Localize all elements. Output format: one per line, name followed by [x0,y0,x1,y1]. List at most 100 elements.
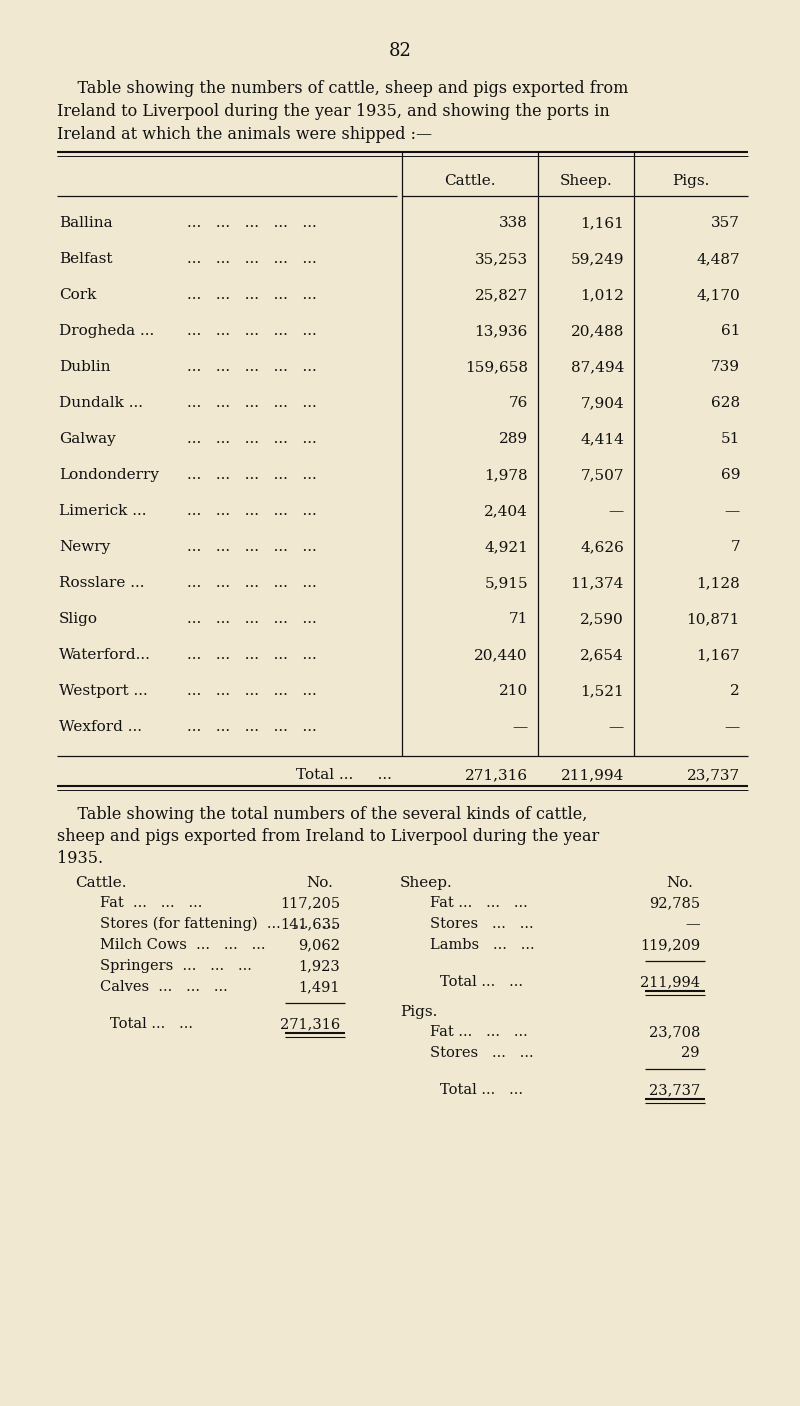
Text: 1,167: 1,167 [696,648,740,662]
Text: Pigs.: Pigs. [672,174,710,188]
Text: 23,737: 23,737 [649,1083,700,1097]
Text: 2,590: 2,590 [580,612,624,626]
Text: —: — [609,503,624,517]
Text: Milch Cows  ...   ...   ...: Milch Cows ... ... ... [100,938,266,952]
Text: Ballina: Ballina [59,217,113,231]
Text: 159,658: 159,658 [465,360,528,374]
Text: 211,994: 211,994 [561,768,624,782]
Text: —: — [686,917,700,931]
Text: Calves  ...   ...   ...: Calves ... ... ... [100,980,228,994]
Text: 271,316: 271,316 [280,1017,340,1031]
Text: No.: No. [306,876,334,890]
Text: 1,128: 1,128 [696,576,740,591]
Text: Westport ...: Westport ... [59,683,148,697]
Text: Total ...   ...: Total ... ... [110,1017,193,1031]
Text: 20,440: 20,440 [474,648,528,662]
Text: 2: 2 [730,683,740,697]
Text: 211,994: 211,994 [640,974,700,988]
Text: Belfast: Belfast [59,252,113,266]
Text: 35,253: 35,253 [475,252,528,266]
Text: 20,488: 20,488 [570,323,624,337]
Text: Rosslare ...: Rosslare ... [59,576,145,591]
Text: 1,978: 1,978 [484,468,528,482]
Text: ...   ...   ...   ...   ...: ... ... ... ... ... [187,288,317,302]
Text: 5,915: 5,915 [484,576,528,591]
Text: 141,635: 141,635 [280,917,340,931]
Text: 25,827: 25,827 [474,288,528,302]
Text: 92,785: 92,785 [649,896,700,910]
Text: ...   ...   ...   ...   ...: ... ... ... ... ... [187,720,317,734]
Text: 1,521: 1,521 [580,683,624,697]
Text: 9,062: 9,062 [298,938,340,952]
Text: 2,654: 2,654 [580,648,624,662]
Text: 11,374: 11,374 [570,576,624,591]
Text: sheep and pigs exported from Ireland to Liverpool during the year: sheep and pigs exported from Ireland to … [57,828,599,845]
Text: ...   ...   ...   ...   ...: ... ... ... ... ... [187,503,317,517]
Text: Ireland at which the animals were shipped :—: Ireland at which the animals were shippe… [57,127,432,143]
Text: 87,494: 87,494 [570,360,624,374]
Text: 29: 29 [682,1046,700,1060]
Text: Cattle.: Cattle. [444,174,496,188]
Text: Stores   ...   ...: Stores ... ... [430,1046,534,1060]
Text: 289: 289 [499,432,528,446]
Text: 7: 7 [730,540,740,554]
Text: 61: 61 [721,323,740,337]
Text: 23,708: 23,708 [649,1025,700,1039]
Text: Springers  ...   ...   ...: Springers ... ... ... [100,959,252,973]
Text: 2,404: 2,404 [484,503,528,517]
Text: 51: 51 [721,432,740,446]
Text: ...   ...   ...   ...   ...: ... ... ... ... ... [187,396,317,411]
Text: Total ...   ...: Total ... ... [440,974,523,988]
Text: Fat ...   ...   ...: Fat ... ... ... [430,1025,528,1039]
Text: 69: 69 [721,468,740,482]
Text: ...   ...   ...   ...   ...: ... ... ... ... ... [187,432,317,446]
Text: Fat ...   ...   ...: Fat ... ... ... [430,896,528,910]
Text: 71: 71 [509,612,528,626]
Text: Cork: Cork [59,288,96,302]
Text: 82: 82 [389,42,411,60]
Text: Ireland to Liverpool during the year 1935, and showing the ports in: Ireland to Liverpool during the year 193… [57,103,610,120]
Text: 1,923: 1,923 [298,959,340,973]
Text: ...   ...   ...   ...   ...: ... ... ... ... ... [187,540,317,554]
Text: ...   ...   ...   ...   ...: ... ... ... ... ... [187,217,317,231]
Text: Table showing the total numbers of the several kinds of cattle,: Table showing the total numbers of the s… [57,806,587,823]
Text: 7,507: 7,507 [581,468,624,482]
Text: 4,170: 4,170 [696,288,740,302]
Text: 4,626: 4,626 [580,540,624,554]
Text: Newry: Newry [59,540,110,554]
Text: Wexford ...: Wexford ... [59,720,142,734]
Text: 338: 338 [499,217,528,231]
Text: 1,491: 1,491 [298,980,340,994]
Text: 59,249: 59,249 [570,252,624,266]
Text: Cattle.: Cattle. [75,876,126,890]
Text: Limerick ...: Limerick ... [59,503,146,517]
Text: ...   ...   ...   ...   ...: ... ... ... ... ... [187,612,317,626]
Text: 271,316: 271,316 [465,768,528,782]
Text: Stores   ...   ...: Stores ... ... [430,917,534,931]
Text: ...   ...   ...   ...   ...: ... ... ... ... ... [187,576,317,591]
Text: 4,921: 4,921 [484,540,528,554]
Text: 1935.: 1935. [57,851,103,868]
Text: ...   ...   ...   ...   ...: ... ... ... ... ... [187,648,317,662]
Text: Stores (for fattening)  ...   ...   ...: Stores (for fattening) ... ... ... [100,917,336,931]
Text: 23,737: 23,737 [687,768,740,782]
Text: 4,487: 4,487 [696,252,740,266]
Text: No.: No. [666,876,694,890]
Text: ...   ...   ...   ...   ...: ... ... ... ... ... [187,468,317,482]
Text: Sligo: Sligo [59,612,98,626]
Text: Lambs   ...   ...: Lambs ... ... [430,938,534,952]
Text: —: — [513,720,528,734]
Text: —: — [609,720,624,734]
Text: 76: 76 [509,396,528,411]
Text: Drogheda ...: Drogheda ... [59,323,154,337]
Text: 117,205: 117,205 [280,896,340,910]
Text: Sheep.: Sheep. [400,876,453,890]
Text: 119,209: 119,209 [640,938,700,952]
Text: Table showing the numbers of cattle, sheep and pigs exported from: Table showing the numbers of cattle, she… [57,80,628,97]
Text: Fat  ...   ...   ...: Fat ... ... ... [100,896,202,910]
Text: 10,871: 10,871 [686,612,740,626]
Text: Londonderry: Londonderry [59,468,159,482]
Text: ...   ...   ...   ...   ...: ... ... ... ... ... [187,323,317,337]
Text: 628: 628 [711,396,740,411]
Text: Pigs.: Pigs. [400,1005,438,1019]
